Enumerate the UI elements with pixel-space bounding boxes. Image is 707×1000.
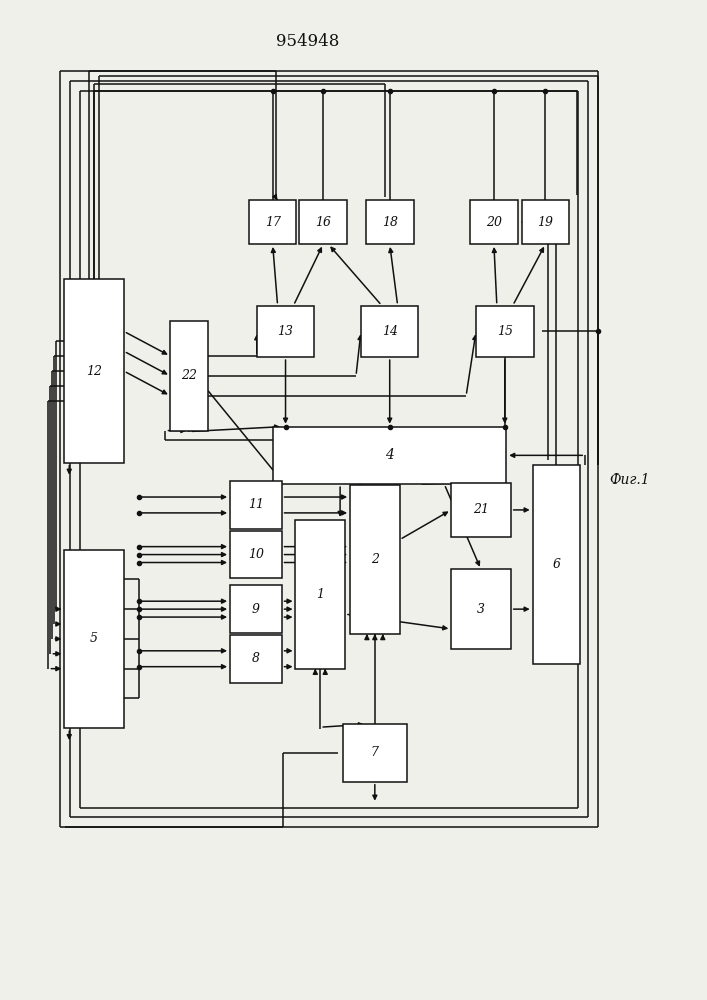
Bar	[343, 724, 407, 782]
Bar	[64, 550, 124, 728]
Text: 14: 14	[382, 325, 398, 338]
Bar	[366, 200, 414, 244]
Text: 19: 19	[537, 216, 554, 229]
Text: 6: 6	[552, 558, 561, 571]
Bar	[230, 481, 281, 529]
Bar	[532, 465, 580, 664]
Bar	[476, 306, 534, 357]
Text: 5: 5	[90, 632, 98, 645]
Text: 1: 1	[316, 588, 325, 601]
Text: 954948: 954948	[276, 33, 339, 50]
Bar	[350, 485, 399, 634]
Bar	[230, 585, 281, 633]
Text: 18: 18	[382, 216, 398, 229]
Text: 17: 17	[264, 216, 281, 229]
Bar	[470, 200, 518, 244]
Text: 16: 16	[315, 216, 332, 229]
Bar	[273, 427, 506, 484]
Text: 3: 3	[477, 603, 485, 616]
Text: 4: 4	[385, 448, 394, 462]
Text: Фиг.1: Фиг.1	[609, 473, 650, 487]
Text: 21: 21	[473, 503, 489, 516]
Bar	[170, 321, 208, 431]
Bar	[249, 200, 296, 244]
Bar	[300, 200, 347, 244]
Text: 13: 13	[278, 325, 293, 338]
Text: 9: 9	[252, 603, 259, 616]
Text: 20: 20	[486, 216, 502, 229]
Text: 15: 15	[497, 325, 513, 338]
Bar	[64, 279, 124, 463]
Bar	[257, 306, 315, 357]
Text: 12: 12	[86, 365, 102, 378]
Text: 2: 2	[371, 553, 379, 566]
Bar	[451, 483, 510, 537]
Text: 8: 8	[252, 652, 259, 665]
Text: 10: 10	[247, 548, 264, 561]
Bar	[230, 635, 281, 683]
Text: 7: 7	[371, 746, 379, 759]
Bar	[522, 200, 569, 244]
Bar	[230, 531, 281, 578]
Bar	[296, 520, 345, 669]
Text: 11: 11	[247, 498, 264, 511]
Bar	[361, 306, 419, 357]
Bar	[451, 569, 510, 649]
Text: 22: 22	[181, 369, 197, 382]
